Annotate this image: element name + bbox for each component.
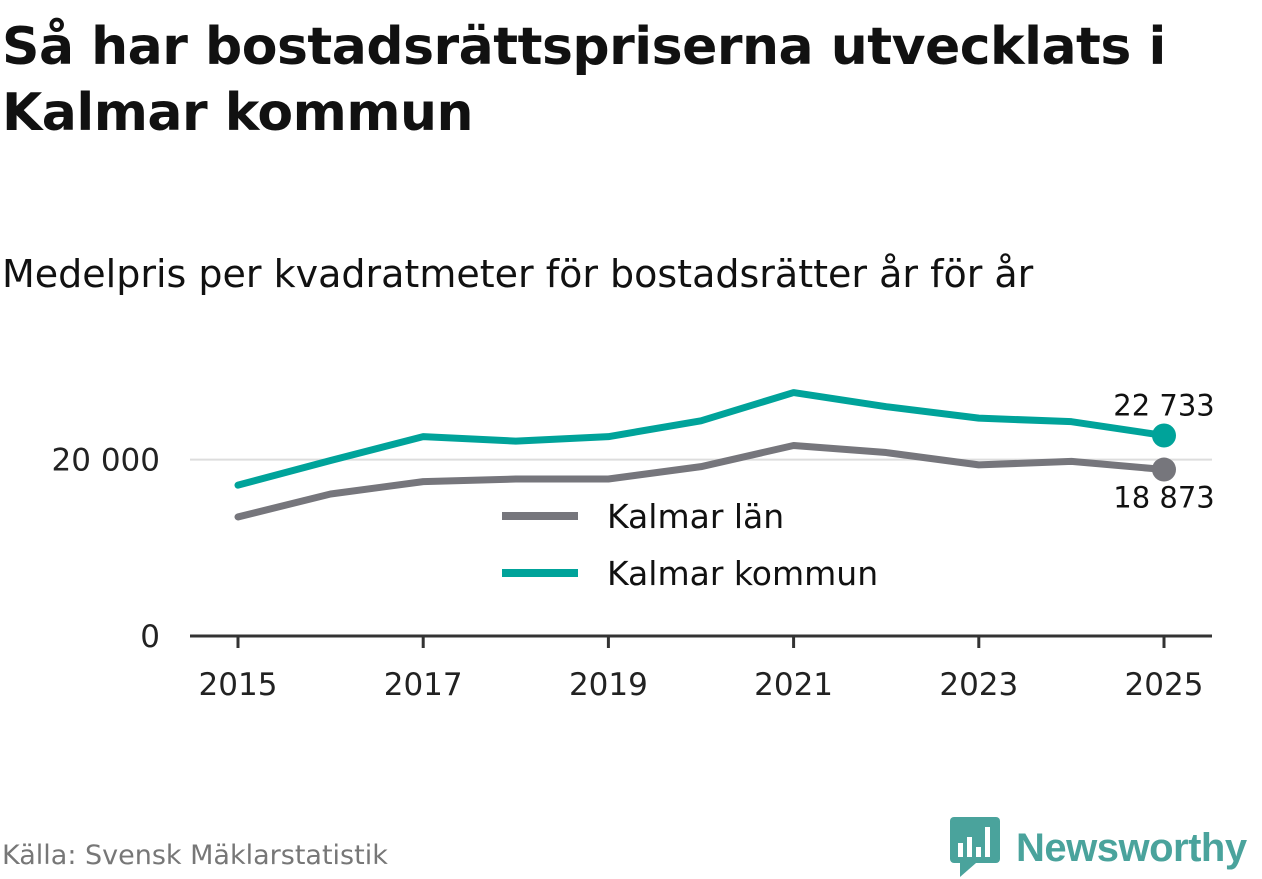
value-labels: 18 873 22 733: [1113, 388, 1214, 514]
x-tick-label: 2017: [384, 667, 463, 703]
x-tick-label: 2021: [754, 667, 833, 703]
series-line-1: [234, 389, 1168, 489]
end-value-label-1: 22 733: [1113, 388, 1214, 422]
y-tick-label: 20 000: [52, 443, 160, 479]
chart-subtitle: Medelpris per kvadratmeter för bostadsrä…: [2, 252, 1034, 296]
axes: 0 20 000 2015 2017 2019 2021 2023 2025: [52, 443, 1212, 703]
series-endpoint-0: [1152, 457, 1176, 482]
legend: Kalmar län Kalmar kommun: [502, 497, 878, 593]
chart-title: Så har bostadsrättspriserna utvecklats i…: [2, 17, 1166, 143]
bar-chart-speech-bubble-icon: [950, 817, 1000, 877]
series-lines: [234, 389, 1176, 521]
x-tick-label: 2019: [569, 667, 648, 703]
x-tick-label: 2025: [1125, 667, 1204, 703]
series-endpoint-1: [1152, 423, 1176, 448]
legend-label-0: Kalmar län: [607, 497, 784, 536]
brand-logo: Newsworthy: [950, 817, 1247, 878]
x-tick-label: 2015: [199, 667, 278, 703]
legend-label-1: Kalmar kommun: [607, 554, 878, 593]
y-tick-label: 0: [140, 619, 160, 655]
series-line-0: [234, 441, 1168, 521]
brand-name: Newsworthy: [1016, 825, 1247, 870]
end-value-label-0: 18 873: [1113, 481, 1214, 515]
source-note: Källa: Svensk Mäklarstatistik: [2, 840, 388, 871]
x-tick-label: 2023: [939, 667, 1018, 703]
